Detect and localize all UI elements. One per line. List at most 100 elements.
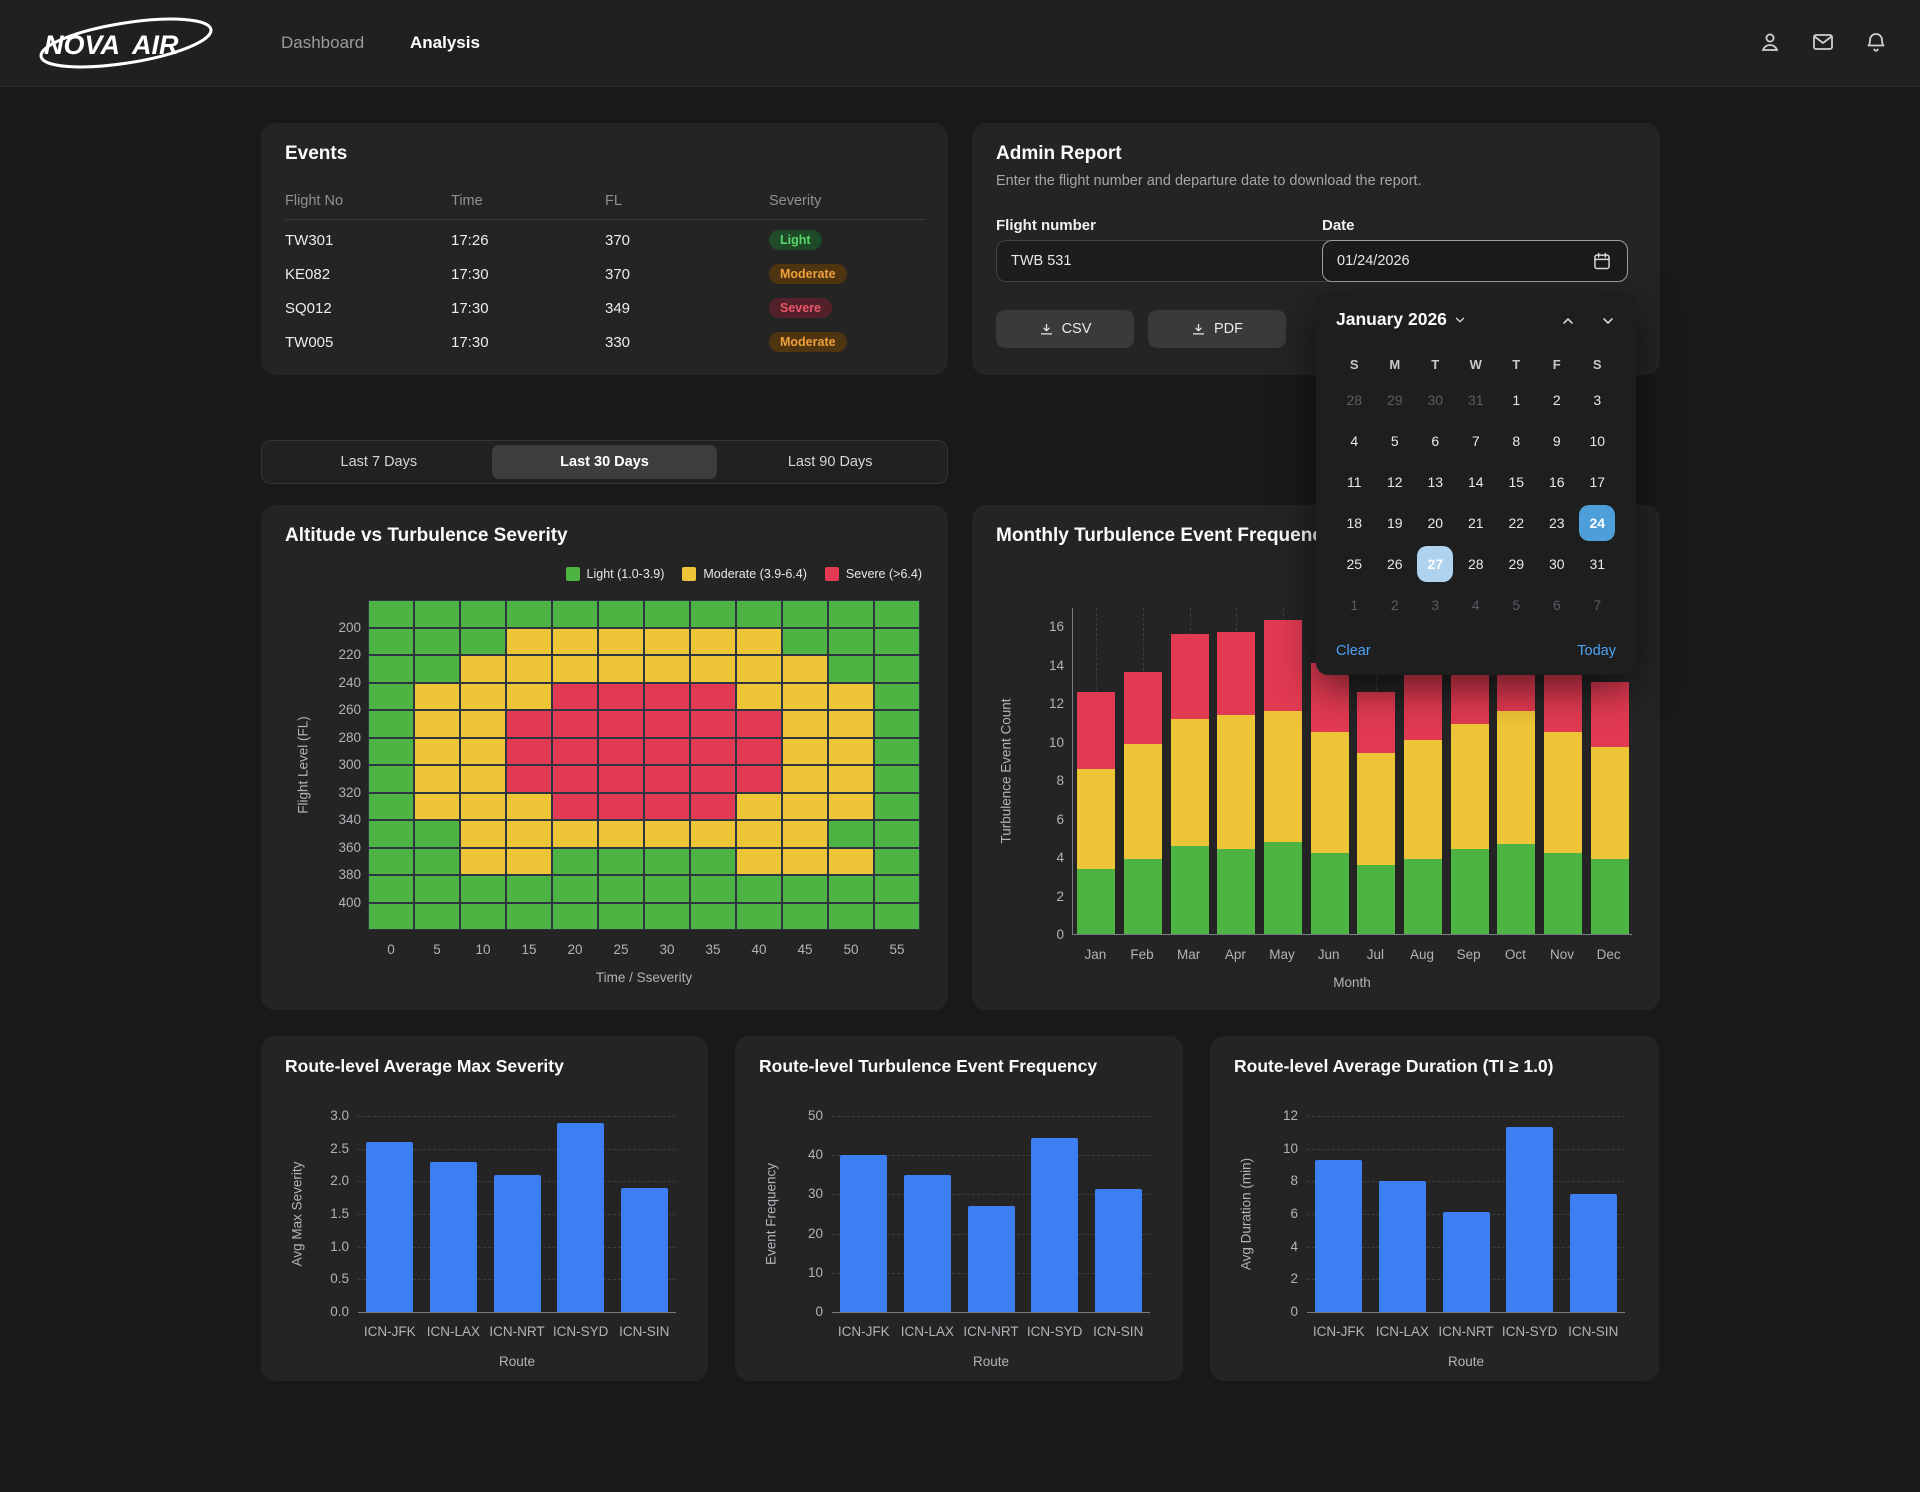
- nova-air-logo[interactable]: NOVA AIR: [36, 14, 216, 72]
- download-csv-button[interactable]: CSV: [996, 310, 1134, 348]
- calendar-day-number[interactable]: 3: [1593, 391, 1602, 408]
- download-pdf-button[interactable]: PDF: [1148, 310, 1286, 348]
- calendar-day[interactable]: 13: [1415, 461, 1456, 502]
- calendar-day-number[interactable]: 21: [1467, 514, 1484, 531]
- calendar-day[interactable]: 22: [1496, 502, 1537, 543]
- calendar-day[interactable]: 2: [1375, 584, 1416, 625]
- calendar-day[interactable]: 1: [1496, 379, 1537, 420]
- bell-icon[interactable]: [1864, 30, 1888, 54]
- calendar-day[interactable]: 7: [1577, 584, 1618, 625]
- calendar-day-number[interactable]: 11: [1346, 473, 1362, 490]
- calendar-day[interactable]: 5: [1375, 420, 1416, 461]
- calendar-day[interactable]: 7: [1456, 420, 1497, 461]
- calendar-day-number[interactable]: 31: [1589, 555, 1606, 572]
- calendar-day-number[interactable]: 29: [1386, 391, 1403, 408]
- calendar-day-number[interactable]: 9: [1552, 432, 1561, 449]
- calendar-day[interactable]: 12: [1375, 461, 1416, 502]
- calendar-day-number[interactable]: 29: [1508, 555, 1525, 572]
- calendar-day-number[interactable]: 1: [1350, 596, 1359, 613]
- calendar-day[interactable]: 1: [1334, 584, 1375, 625]
- calendar-day-number[interactable]: 12: [1386, 473, 1403, 490]
- chevron-up-icon[interactable]: [1560, 313, 1576, 329]
- calendar-day[interactable]: 28: [1334, 379, 1375, 420]
- calendar-day[interactable]: 19: [1375, 502, 1416, 543]
- calendar-day[interactable]: 30: [1415, 379, 1456, 420]
- range-option-last-90-days[interactable]: Last 90 Days: [787, 454, 873, 470]
- calendar-day-number[interactable]: 5: [1390, 432, 1399, 449]
- calendar-day-number[interactable]: 27: [1417, 545, 1454, 582]
- calendar-day-number[interactable]: 8: [1512, 432, 1521, 449]
- calendar-day-number[interactable]: 20: [1427, 514, 1444, 531]
- calendar-day-number[interactable]: 16: [1548, 473, 1565, 490]
- calendar-day-number[interactable]: 31: [1467, 391, 1484, 408]
- calendar-day[interactable]: 21: [1456, 502, 1497, 543]
- calendar-day-number[interactable]: 30: [1548, 555, 1565, 572]
- calendar-day-number[interactable]: 1: [1512, 391, 1521, 408]
- calendar-day-number[interactable]: 25: [1346, 555, 1363, 572]
- range-option-last-30-days[interactable]: Last 30 Days: [491, 445, 718, 479]
- calendar-day[interactable]: 3: [1577, 379, 1618, 420]
- calendar-month-selector[interactable]: January 2026: [1336, 309, 1467, 330]
- calendar-day-number[interactable]: 18: [1346, 514, 1363, 531]
- calendar-day[interactable]: 3: [1415, 584, 1456, 625]
- date-input[interactable]: [1322, 240, 1628, 282]
- calendar-day[interactable]: 26: [1375, 543, 1416, 584]
- calendar-day-number[interactable]: 26: [1386, 555, 1403, 572]
- chevron-down-icon[interactable]: [1600, 313, 1616, 329]
- calendar-day-number[interactable]: 2: [1552, 391, 1561, 408]
- calendar-day-number[interactable]: 10: [1589, 432, 1606, 449]
- calendar-day-number[interactable]: 30: [1427, 391, 1444, 408]
- calendar-day-number[interactable]: 22: [1508, 514, 1525, 531]
- calendar-day-number[interactable]: 24: [1579, 504, 1616, 541]
- calendar-day[interactable]: 8: [1496, 420, 1537, 461]
- calendar-day[interactable]: 15: [1496, 461, 1537, 502]
- calendar-day[interactable]: 29: [1375, 379, 1416, 420]
- calendar-day[interactable]: 14: [1456, 461, 1497, 502]
- calendar-day[interactable]: 18: [1334, 502, 1375, 543]
- calendar-day[interactable]: 28: [1456, 543, 1497, 584]
- calendar-day-number[interactable]: 5: [1512, 596, 1521, 613]
- calendar-day-number[interactable]: 13: [1427, 473, 1444, 490]
- calendar-day-number[interactable]: 4: [1471, 596, 1480, 613]
- calendar-day[interactable]: 6: [1537, 584, 1578, 625]
- calendar-day[interactable]: 4: [1456, 584, 1497, 625]
- calendar-day[interactable]: 9: [1537, 420, 1578, 461]
- calendar-day-number[interactable]: 28: [1467, 555, 1484, 572]
- calendar-day[interactable]: 30: [1537, 543, 1578, 584]
- calendar-day-number[interactable]: 7: [1593, 596, 1602, 613]
- range-option-last-7-days[interactable]: Last 7 Days: [340, 454, 418, 470]
- calendar-day-number[interactable]: 15: [1508, 473, 1525, 490]
- calendar-day-number[interactable]: 6: [1431, 432, 1440, 449]
- calendar-day[interactable]: 31: [1456, 379, 1497, 420]
- calendar-day[interactable]: 4: [1334, 420, 1375, 461]
- calendar-day[interactable]: 24: [1577, 502, 1618, 543]
- calendar-day-number[interactable]: 7: [1471, 432, 1480, 449]
- calendar-day[interactable]: 17: [1577, 461, 1618, 502]
- calendar-day-number[interactable]: 6: [1552, 596, 1561, 613]
- calendar-day-number[interactable]: 2: [1390, 596, 1399, 613]
- calendar-day-number[interactable]: 28: [1346, 391, 1363, 408]
- calendar-day[interactable]: 11: [1334, 461, 1375, 502]
- calendar-day[interactable]: 25: [1334, 543, 1375, 584]
- calendar-day-number[interactable]: 23: [1548, 514, 1565, 531]
- user-icon[interactable]: [1758, 30, 1782, 54]
- calendar-day[interactable]: 16: [1537, 461, 1578, 502]
- nav-item-dashboard[interactable]: Dashboard: [281, 33, 365, 52]
- calendar-day[interactable]: 5: [1496, 584, 1537, 625]
- calendar-day-number[interactable]: 14: [1467, 473, 1484, 490]
- calendar-day-number[interactable]: 3: [1431, 596, 1440, 613]
- calendar-day[interactable]: 29: [1496, 543, 1537, 584]
- nav-item-analysis[interactable]: Analysis: [410, 33, 480, 52]
- calendar-day[interactable]: 6: [1415, 420, 1456, 461]
- calendar-day[interactable]: 23: [1537, 502, 1578, 543]
- calendar-day[interactable]: 2: [1537, 379, 1578, 420]
- calendar-day[interactable]: 27: [1415, 543, 1456, 584]
- calendar-day[interactable]: 10: [1577, 420, 1618, 461]
- calendar-day[interactable]: 31: [1577, 543, 1618, 584]
- calendar-today-button[interactable]: Today: [1577, 643, 1616, 659]
- calendar-day-number[interactable]: 19: [1386, 514, 1403, 531]
- calendar-day-number[interactable]: 17: [1589, 473, 1606, 490]
- mail-icon[interactable]: [1811, 30, 1835, 54]
- calendar-day[interactable]: 20: [1415, 502, 1456, 543]
- calendar-clear-button[interactable]: Clear: [1336, 643, 1371, 659]
